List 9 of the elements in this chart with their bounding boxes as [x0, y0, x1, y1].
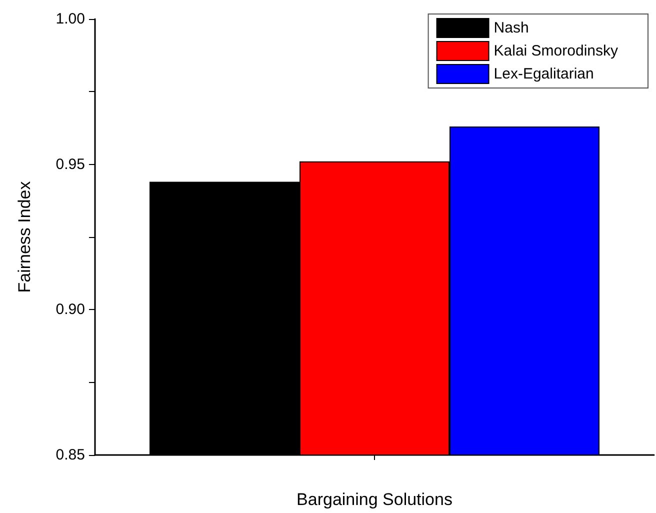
legend-label: Nash [494, 20, 529, 36]
y-tick-label: 0.95 [56, 156, 85, 173]
y-tick-label: 0.85 [56, 446, 85, 464]
legend-label: Lex-Egalitarian [494, 66, 594, 82]
legend-label: Kalai Smorodinsky [494, 42, 618, 60]
y-axis-title: Fairness Index [15, 180, 34, 293]
y-tick-label: 1.00 [56, 10, 85, 28]
x-axis-title: Bargaining Solutions [296, 490, 452, 509]
y-tick-label: 0.90 [56, 301, 85, 318]
